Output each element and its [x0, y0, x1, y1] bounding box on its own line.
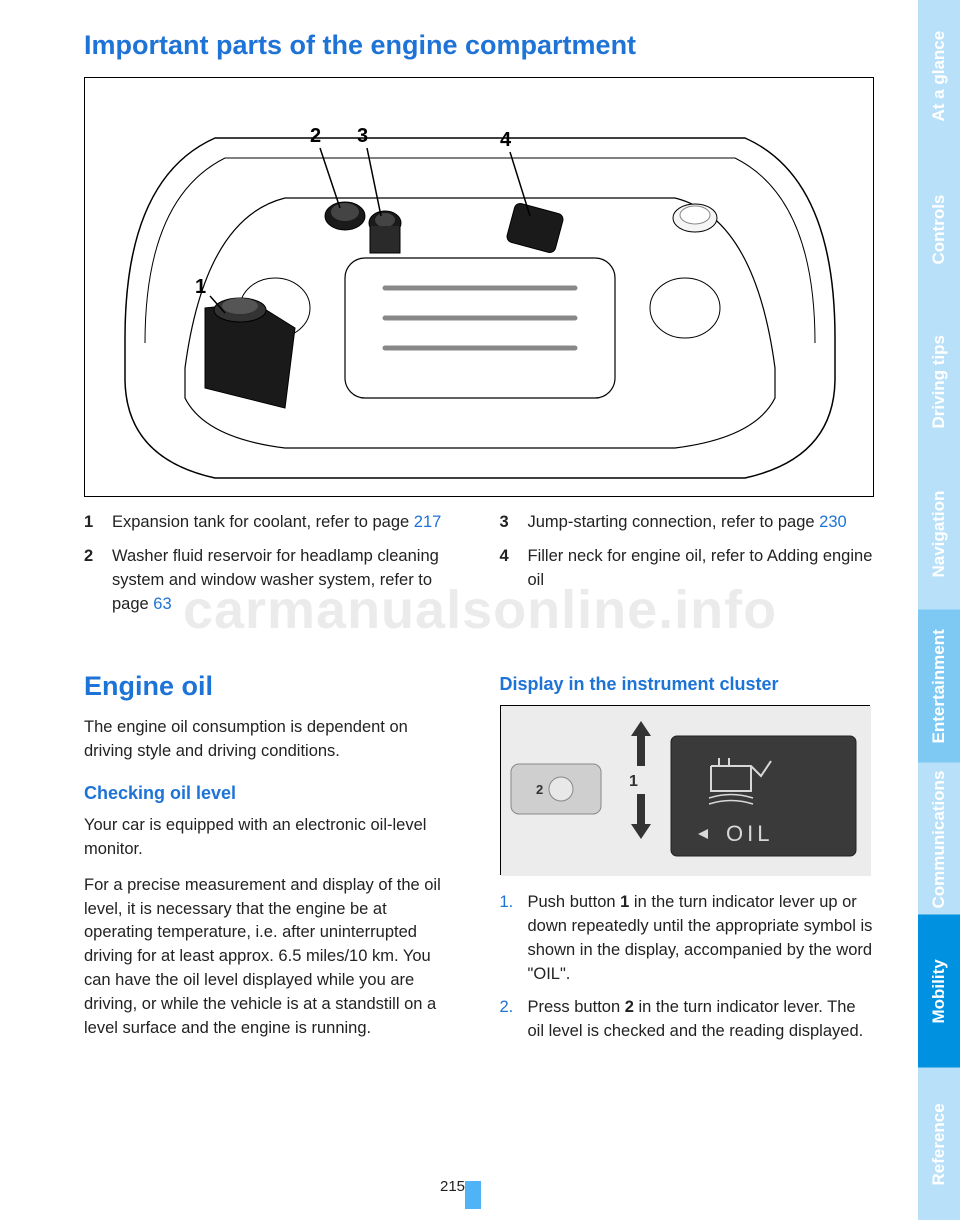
callout-4: 4 Filler neck for engine oil, refer to A… [500, 545, 876, 593]
instrument-cluster-figure: 2 1 [500, 705, 870, 875]
svg-text:2: 2 [310, 125, 321, 147]
callout-num: 4 [500, 545, 528, 593]
lever-button-2: 2 [536, 782, 543, 797]
step-1: 1. Push button 1 in the turn indicator l… [500, 891, 876, 987]
tab-controls[interactable]: Controls [918, 153, 960, 306]
tab-communications[interactable]: Communications [918, 763, 960, 916]
tab-driving-tips[interactable]: Driving tips [918, 305, 960, 458]
callout-body: Expansion tank for coolant, refer to pag… [112, 513, 414, 531]
intro-para: The engine oil consumption is dependent … [84, 716, 460, 764]
b: 2 [625, 998, 634, 1016]
engine-oil-heading: Engine oil [84, 667, 460, 706]
step-num: 2. [500, 996, 528, 1044]
col-left: Engine oil The engine oil consumption is… [84, 667, 460, 1055]
callout-text: Jump-starting connection, refer to page … [528, 511, 876, 535]
step-text: Push button 1 in the turn indicator leve… [528, 891, 876, 987]
callouts-left: 1 Expansion tank for coolant, refer to p… [84, 511, 460, 627]
tab-mobility[interactable]: Mobility [918, 915, 960, 1068]
callout-num: 1 [84, 511, 112, 535]
page-link[interactable]: 63 [153, 595, 171, 613]
callout-num: 2 [84, 545, 112, 617]
callouts-right: 3 Jump-starting connection, refer to pag… [500, 511, 876, 627]
svg-text:3: 3 [357, 125, 368, 147]
callout-body: Filler neck for engine oil, refer to Add… [528, 547, 873, 589]
page-title: Important parts of the engine compartmen… [84, 30, 875, 61]
tab-at-a-glance[interactable]: At a glance [918, 0, 960, 153]
p2: For a precise measurement and display of… [84, 874, 460, 1041]
page-footer: 215 [0, 1178, 905, 1206]
display-cluster-heading: Display in the instrument cluster [500, 671, 876, 697]
step-text: Press button 2 in the turn indicator lev… [528, 996, 876, 1044]
engine-svg: 1 2 3 4 [85, 78, 875, 498]
page-link[interactable]: 217 [414, 513, 442, 531]
tab-navigation[interactable]: Navigation [918, 458, 960, 611]
callout-3: 3 Jump-starting connection, refer to pag… [500, 511, 876, 535]
callout-2: 2 Washer fluid reservoir for headlamp cl… [84, 545, 460, 617]
side-tabs: At a glance Controls Driving tips Naviga… [918, 0, 960, 1220]
p1: Your car is equipped with an electronic … [84, 814, 460, 862]
page-content: Important parts of the engine compartmen… [0, 0, 905, 1220]
b: 1 [620, 893, 629, 911]
callout-text: Washer fluid reservoir for headlamp clea… [112, 545, 460, 617]
checking-oil-heading: Checking oil level [84, 780, 460, 806]
svg-text:4: 4 [500, 129, 512, 151]
callout-text: Filler neck for engine oil, refer to Add… [528, 545, 876, 593]
cluster-svg: 2 1 [501, 706, 871, 876]
page-link[interactable]: 230 [819, 513, 847, 531]
col-right: Display in the instrument cluster 2 1 [500, 667, 876, 1055]
screen-oil-text: OIL [726, 821, 773, 846]
svg-text:1: 1 [195, 276, 206, 298]
t: Push button [528, 893, 621, 911]
tab-reference[interactable]: Reference [918, 1068, 960, 1220]
t: Press button [528, 998, 625, 1016]
callout-num: 3 [500, 511, 528, 535]
callouts: 1 Expansion tank for coolant, refer to p… [84, 511, 875, 627]
callout-text: Expansion tank for coolant, refer to pag… [112, 511, 460, 535]
page-number: 215 [440, 1178, 465, 1195]
steps-list: 1. Push button 1 in the turn indicator l… [500, 891, 876, 1045]
tab-entertainment[interactable]: Entertainment [918, 610, 960, 763]
callout-1: 1 Expansion tank for coolant, refer to p… [84, 511, 460, 535]
step-2: 2. Press button 2 in the turn indicator … [500, 996, 876, 1044]
step-num: 1. [500, 891, 528, 987]
lever-num-1: 1 [629, 773, 638, 790]
body-columns: Engine oil The engine oil consumption is… [84, 667, 875, 1055]
callout-body: Jump-starting connection, refer to page [528, 513, 820, 531]
engine-compartment-diagram: 1 2 3 4 [84, 77, 874, 497]
